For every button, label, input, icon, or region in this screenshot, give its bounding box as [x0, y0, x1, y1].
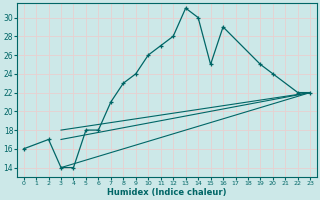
X-axis label: Humidex (Indice chaleur): Humidex (Indice chaleur) — [107, 188, 227, 197]
